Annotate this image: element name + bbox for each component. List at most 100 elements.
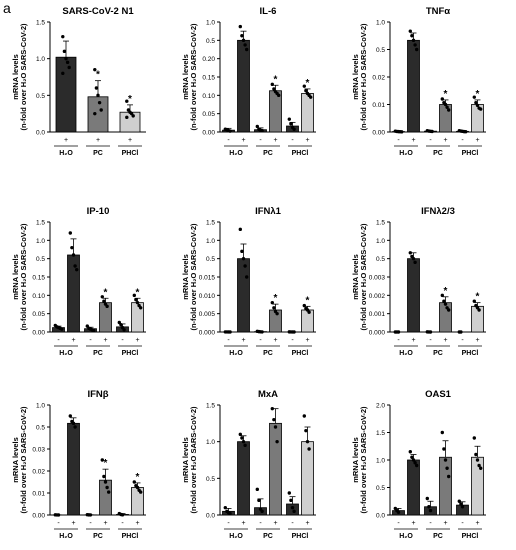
data-point: [135, 485, 140, 490]
x-tick-label: -: [461, 520, 464, 527]
data-point: [408, 251, 412, 255]
significance-star: *: [274, 293, 278, 304]
x-tick-label: +: [305, 337, 309, 344]
panel-letter: a: [3, 0, 11, 16]
y-tick-label: 0.000: [199, 330, 216, 337]
y-axis-label: (n-fold over H₂O SARS-CoV-2): [19, 23, 28, 131]
data-point: [61, 71, 65, 76]
x-tick-label: -: [291, 137, 294, 144]
data-point: [68, 414, 73, 418]
x-tick-label: +: [475, 520, 479, 527]
group-label: H₂O: [399, 350, 413, 357]
bar: [237, 258, 250, 333]
y-tick-label: 1.0: [376, 20, 385, 27]
y-tick-label: 1.0: [376, 458, 385, 465]
chart-6: IFNλ2/3 mRNA levels (n-fold over H₂O SARS-…: [351, 206, 486, 357]
data-point: [56, 513, 61, 517]
bar: [301, 441, 314, 516]
data-point: [240, 34, 244, 38]
data-point: [92, 328, 96, 333]
data-point: [292, 509, 296, 514]
data-point: [413, 43, 417, 47]
x-tick-label: +: [305, 137, 309, 144]
y-tick-label: 1.5: [36, 220, 45, 227]
data-point: [228, 511, 232, 516]
x-tick-label: +: [411, 520, 415, 527]
chart-7: IFNβ mRNA levels (n-fold over H₂O SARS-CoV…: [11, 389, 146, 540]
significance-star: *: [444, 89, 448, 100]
data-point: [71, 421, 76, 426]
chart-5: IFNλ1 mRNA levels (n-fold over H₂O SARS-Co…: [181, 206, 316, 357]
chart-3: TNFα mRNA levels (n-fold over H₂O SARS-CoV…: [351, 6, 486, 157]
chart-title: OAS1: [425, 389, 452, 400]
y-tick-label: 0.5: [376, 47, 385, 54]
data-point: [93, 67, 97, 72]
data-point: [245, 275, 249, 279]
y-tick-label: 0.5: [376, 256, 385, 263]
y-tick-label: 0.0: [36, 130, 45, 137]
bar: [439, 456, 452, 516]
x-tick-label: +: [96, 137, 100, 144]
y-axis-label: (n-fold over H₂O SARS-CoV-2): [359, 223, 368, 331]
x-tick-label: -: [227, 337, 230, 344]
data-point: [139, 490, 143, 494]
x-tick-label: +: [135, 520, 139, 527]
x-tick-label: +: [64, 137, 68, 144]
y-tick-label: 0.5: [206, 38, 215, 45]
y-tick-label: 1.0: [206, 20, 215, 27]
data-point: [273, 425, 278, 429]
x-tick-label: -: [291, 337, 294, 344]
y-tick-label: 0.20: [202, 56, 215, 63]
data-point: [277, 93, 281, 98]
data-point: [479, 466, 483, 470]
y-tick-label: 0.02: [32, 469, 45, 476]
data-point: [103, 480, 108, 484]
data-point: [479, 107, 483, 111]
chart-title: IL-6: [260, 6, 277, 17]
data-point: [411, 38, 416, 43]
y-tick-label: 0.05: [202, 111, 215, 118]
data-point: [415, 463, 419, 468]
data-point: [415, 47, 419, 52]
group-label: PC: [93, 150, 103, 157]
y-tick-label: 0.01: [32, 491, 45, 498]
data-point: [442, 299, 446, 303]
data-point: [460, 505, 465, 509]
data-point: [60, 327, 64, 331]
bar: [87, 96, 109, 133]
data-point: [457, 499, 461, 503]
x-tick-label: -: [397, 520, 400, 527]
significance-star: *: [104, 458, 108, 469]
significance-star: *: [136, 287, 140, 298]
data-point: [304, 428, 308, 433]
group-label: PC: [263, 533, 273, 540]
bar: [269, 422, 282, 516]
data-point: [62, 49, 67, 54]
x-tick-label: +: [273, 337, 277, 344]
significance-star: *: [136, 472, 140, 483]
data-point: [238, 24, 242, 29]
x-tick-label: -: [259, 337, 262, 344]
data-point: [472, 299, 476, 303]
x-tick-label: -: [429, 337, 432, 344]
data-point: [132, 293, 136, 298]
x-tick-label: -: [259, 520, 262, 527]
bar: [301, 93, 314, 133]
y-axis-label: (n-fold over H₂O SARS-CoV-2): [359, 23, 368, 131]
data-point: [67, 65, 71, 70]
data-point: [428, 330, 433, 334]
chart-title: IFNβ: [87, 389, 108, 400]
data-point: [305, 439, 310, 444]
y-axis-label: mRNA levels: [181, 54, 190, 100]
data-point: [408, 450, 412, 454]
y-tick-label: 0.003: [369, 275, 386, 282]
data-point: [472, 95, 476, 99]
significance-star: *: [476, 292, 480, 303]
y-tick-label: 0.5: [206, 256, 215, 263]
y-tick-label: 0.010: [199, 293, 216, 300]
y-tick-label: 0.00: [202, 130, 215, 137]
group-label: PHCl: [292, 150, 309, 157]
data-point: [459, 330, 463, 334]
data-point: [243, 443, 247, 448]
